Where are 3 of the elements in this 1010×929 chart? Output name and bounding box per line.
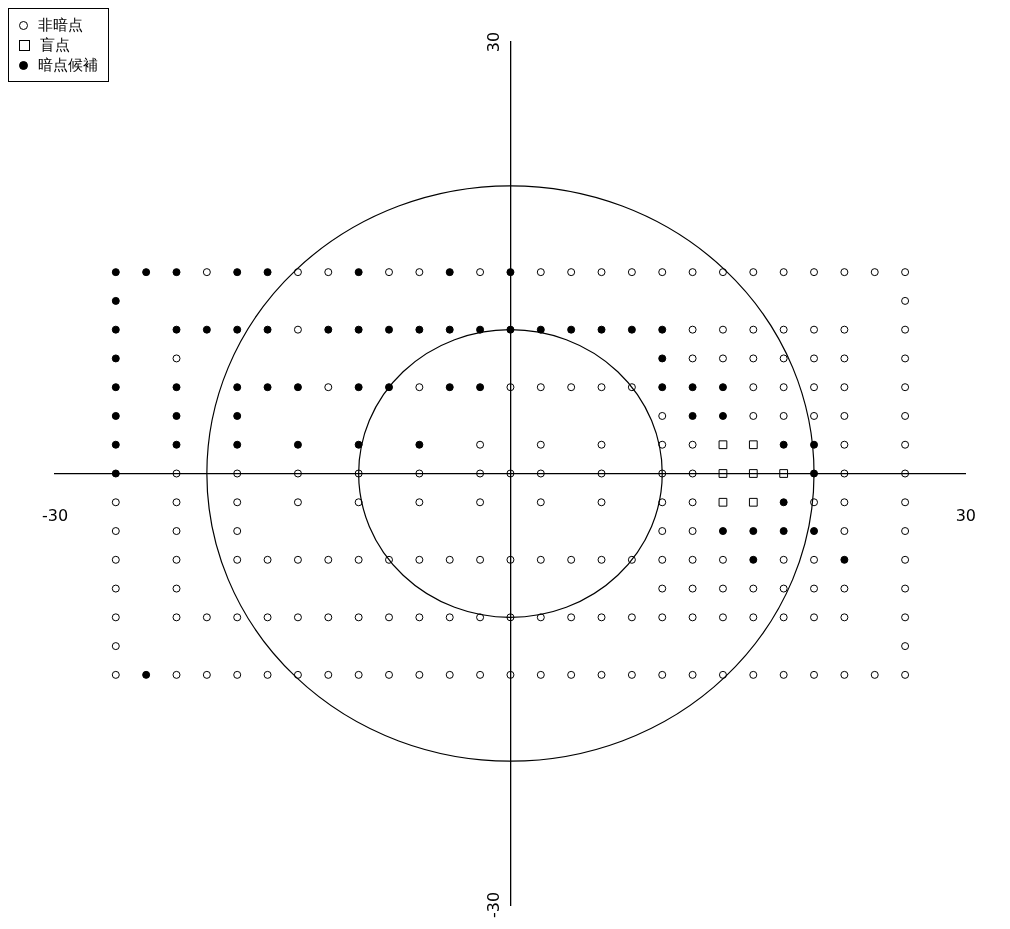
legend-label: 非暗点 xyxy=(38,16,83,34)
legend-label: 暗点候補 xyxy=(38,56,98,74)
legend-label: 盲点 xyxy=(40,36,70,54)
